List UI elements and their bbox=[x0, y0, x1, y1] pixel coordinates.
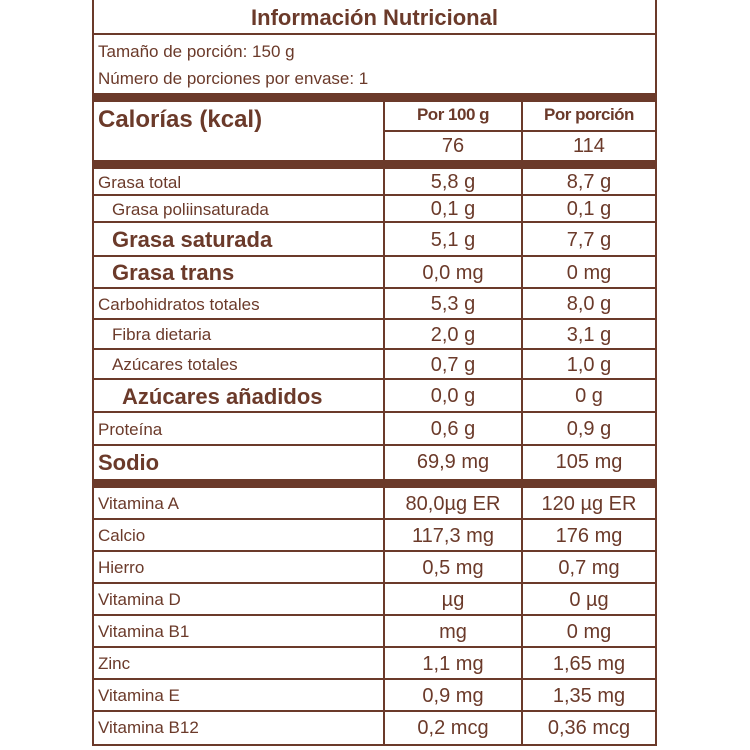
value-per-serving: 7,7 g bbox=[566, 229, 612, 251]
nutrient-row: Sodio 69,9 mg 105 mg bbox=[94, 446, 655, 479]
calories-per-100g: 76 bbox=[441, 135, 465, 157]
nutrition-facts-label: Información Nutricional Tamaño de porció… bbox=[92, 0, 657, 746]
vitamin-row: Vitamina A 80,0µg ER 120 µg ER bbox=[94, 488, 655, 520]
value-per-100g: 0,5 mg bbox=[385, 552, 523, 582]
value-per-serving: 3,1 g bbox=[566, 324, 612, 346]
value-per-serving: 0 mg bbox=[566, 621, 612, 643]
serving-info: Tamaño de porción: 150 g Número de porci… bbox=[94, 35, 655, 93]
calories-label: Calorías (kcal) bbox=[94, 102, 385, 160]
value-per-100g: 69,9 mg bbox=[385, 446, 523, 479]
value-per-100g: 117,3 mg bbox=[385, 520, 523, 550]
servings-per-container: Número de porciones por envase: 1 bbox=[98, 69, 369, 88]
nutrient-row: Grasa saturada 5,1 g 7,7 g bbox=[94, 223, 655, 257]
value-per-serving: 1,65 mg bbox=[552, 653, 626, 675]
nutrient-name: Vitamina B12 bbox=[94, 712, 385, 744]
value-per-serving: 0 mg bbox=[566, 262, 612, 284]
value-per-serving: 1,35 mg bbox=[552, 685, 626, 707]
vitamin-row: Vitamina B1 mg 0 mg bbox=[94, 616, 655, 648]
calories-per-serving: 114 bbox=[573, 135, 605, 157]
per-serving-column: Por porción 114 bbox=[523, 102, 655, 160]
nutrient-name: Proteína bbox=[94, 413, 385, 444]
nutrient-row: Fibra dietaria 2,0 g 3,1 g bbox=[94, 320, 655, 350]
value-per-serving: 0,36 mcg bbox=[547, 717, 631, 739]
nutrient-name: Vitamina B1 bbox=[94, 616, 385, 646]
nutrient-name: Grasa poliinsaturada bbox=[94, 196, 385, 221]
nutrient-name: Vitamina A bbox=[94, 488, 385, 518]
per-100g-column: Por 100 g 76 bbox=[385, 102, 523, 160]
vitamin-row: Vitamina B12 0,2 mcg 0,36 mcg bbox=[94, 712, 655, 744]
divider-bar bbox=[94, 479, 655, 488]
nutrient-row: Carbohidratos totales 5,3 g 8,0 g bbox=[94, 289, 655, 320]
value-per-serving: 1,0 g bbox=[566, 354, 612, 376]
value-per-serving: 0 µg bbox=[569, 589, 609, 611]
nutrient-name: Calcio bbox=[94, 520, 385, 550]
nutrient-row: Grasa trans 0,0 mg 0 mg bbox=[94, 257, 655, 289]
per-100g-header: Por 100 g bbox=[385, 102, 521, 132]
value-per-serving: 8,0 g bbox=[566, 293, 612, 315]
nutrient-name: Vitamina D bbox=[94, 584, 385, 614]
nutrient-name: Grasa trans bbox=[94, 257, 385, 287]
value-per-serving: 0 g bbox=[575, 385, 603, 407]
value-per-100g: 1,1 mg bbox=[385, 648, 523, 678]
nutrient-name: Grasa saturada bbox=[94, 223, 385, 255]
vitamin-row: Calcio 117,3 mg 176 mg bbox=[94, 520, 655, 552]
value-per-100g: 5,1 g bbox=[385, 223, 523, 255]
value-per-100g: mg bbox=[385, 616, 523, 646]
vitamin-row: Vitamina E 0,9 mg 1,35 mg bbox=[94, 680, 655, 712]
divider-bar bbox=[94, 93, 655, 102]
vitamin-row: Hierro 0,5 mg 0,7 mg bbox=[94, 552, 655, 584]
nutrient-row: Azúcares totales 0,7 g 1,0 g bbox=[94, 350, 655, 380]
nutrients-section: Grasa total 5,8 g 8,7 g Grasa poliinsaturad… bbox=[94, 169, 655, 479]
value-per-100g: 5,3 g bbox=[385, 289, 523, 318]
nutrient-name: Azúcares totales bbox=[94, 350, 385, 378]
nutrient-name: Zinc bbox=[94, 648, 385, 678]
value-per-serving: 8,7 g bbox=[566, 171, 612, 193]
divider-bar bbox=[94, 160, 655, 169]
value-per-100g: 0,1 g bbox=[385, 196, 523, 221]
nutrient-name: Carbohidratos totales bbox=[94, 289, 385, 318]
per-serving-header: Por porción bbox=[523, 102, 655, 132]
nutrient-row: Grasa poliinsaturada 0,1 g 0,1 g bbox=[94, 196, 655, 223]
value-per-100g: 0,7 g bbox=[385, 350, 523, 378]
value-per-100g: 0,2 mcg bbox=[385, 712, 523, 744]
nutrient-row: Azúcares añadidos 0,0 g 0 g bbox=[94, 380, 655, 413]
nutrient-name: Grasa total bbox=[94, 169, 385, 194]
value-per-100g: 80,0µg ER bbox=[385, 488, 523, 518]
value-per-100g: 0,0 mg bbox=[385, 257, 523, 287]
label-title: Información Nutricional bbox=[94, 0, 655, 35]
value-per-serving: 176 mg bbox=[555, 525, 623, 547]
value-per-100g: 2,0 g bbox=[385, 320, 523, 348]
nutrient-row: Grasa total 5,8 g 8,7 g bbox=[94, 169, 655, 196]
value-per-serving: 0,9 g bbox=[566, 418, 612, 440]
value-per-serving: 120 µg ER bbox=[541, 493, 637, 515]
nutrient-name: Sodio bbox=[94, 446, 385, 479]
calories-row: Calorías (kcal) Por 100 g 76 Por porción… bbox=[94, 102, 655, 160]
value-per-serving: 105 mg bbox=[555, 451, 623, 473]
value-per-100g: 5,8 g bbox=[385, 169, 523, 194]
value-per-100g: 0,0 g bbox=[385, 380, 523, 411]
vitamin-row: Zinc 1,1 mg 1,65 mg bbox=[94, 648, 655, 680]
nutrient-name: Hierro bbox=[94, 552, 385, 582]
nutrient-row: Proteína 0,6 g 0,9 g bbox=[94, 413, 655, 446]
value-per-serving: 0,7 mg bbox=[558, 557, 620, 579]
value-per-serving: 0,1 g bbox=[566, 198, 612, 220]
nutrient-name: Azúcares añadidos bbox=[94, 380, 385, 411]
vitamins-section: Vitamina A 80,0µg ER 120 µg ER Calcio 117,3 … bbox=[94, 488, 655, 744]
value-per-100g: µg bbox=[385, 584, 523, 614]
serving-size: Tamaño de porción: 150 g bbox=[98, 42, 295, 61]
value-per-100g: 0,9 mg bbox=[385, 680, 523, 710]
nutrient-name: Fibra dietaria bbox=[94, 320, 385, 348]
value-per-100g: 0,6 g bbox=[385, 413, 523, 444]
nutrient-name: Vitamina E bbox=[94, 680, 385, 710]
